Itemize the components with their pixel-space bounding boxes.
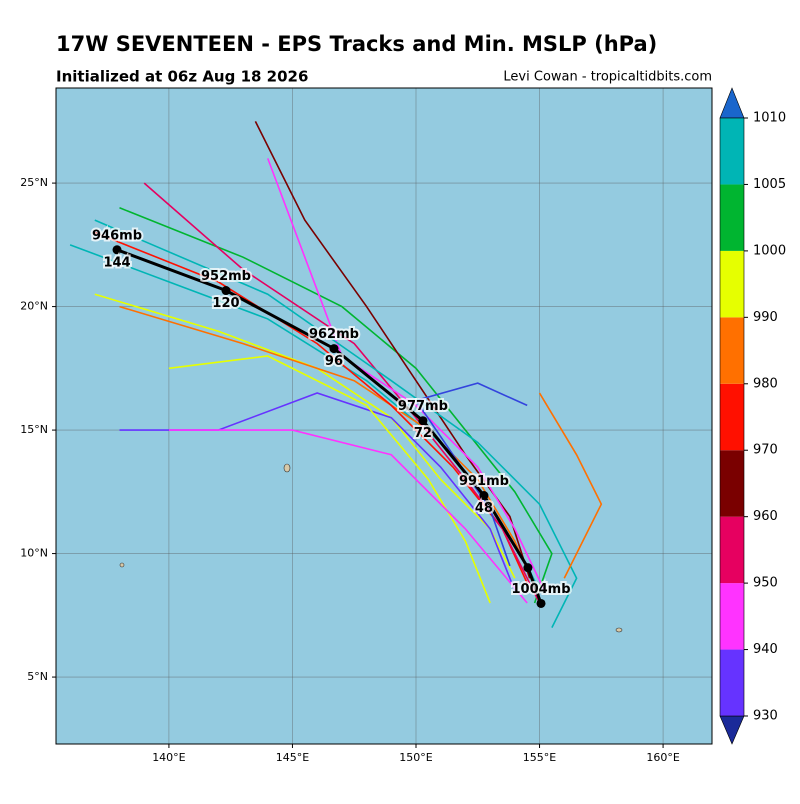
x-tick-label: 145°E — [276, 751, 309, 764]
mean-track-point — [112, 245, 122, 255]
pressure-label: 991mb — [459, 474, 509, 489]
colorbar-under — [719, 715, 745, 745]
island — [615, 627, 623, 633]
colorbar-over — [719, 87, 745, 119]
colorbar-band — [720, 118, 744, 185]
x-tick-label: 160°E — [646, 751, 679, 764]
colorbar-label: 1005 — [753, 177, 786, 192]
ensemble-track — [119, 207, 553, 604]
ensemble-track — [254, 120, 531, 579]
colorbar-band — [720, 250, 744, 318]
colorbar-band — [720, 450, 744, 517]
y-tick-label: 25°N — [20, 176, 48, 189]
x-tick-label: 140°E — [152, 751, 185, 764]
x-tick-label: 150°E — [399, 751, 432, 764]
title: 17W SEVENTEEN - EPS Tracks and Min. MSLP… — [56, 32, 657, 56]
pressure-label: 962mb — [309, 327, 359, 342]
ensemble-track — [119, 305, 541, 599]
colorbar-band — [720, 317, 744, 384]
mean-track-point — [479, 491, 489, 501]
pressure-label: 946mb — [92, 228, 142, 243]
pressure-label: 1004mb — [511, 582, 570, 597]
mean-track-point — [221, 286, 231, 296]
hour-label: 120 — [212, 296, 239, 311]
island — [119, 562, 125, 568]
y-tick-label: 5°N — [27, 670, 48, 683]
colorbar-band — [720, 583, 744, 650]
colorbar-band — [720, 383, 744, 451]
colorbar-label: 930 — [753, 709, 778, 724]
y-tick-label: 20°N — [20, 300, 48, 313]
ensemble-track — [94, 219, 578, 629]
ensemble-track — [168, 429, 528, 604]
map-frame — [55, 87, 713, 745]
colorbar-band — [720, 516, 744, 584]
pressure-label: 977mb — [398, 399, 448, 414]
credit: Levi Cowan - tropicaltidbits.com — [503, 70, 712, 85]
pressure-label: 952mb — [201, 269, 251, 284]
ensemble-track — [143, 182, 541, 604]
hour-label: 144 — [103, 255, 130, 270]
colorbar-label: 990 — [753, 310, 778, 325]
colorbar-band — [720, 184, 744, 251]
colorbar-label: 940 — [753, 642, 778, 657]
colorbar-label: 950 — [753, 576, 778, 591]
colorbar-label: 980 — [753, 376, 778, 391]
hour-label: 72 — [414, 426, 432, 441]
colorbar: 930 940 950 960 970 980 990 1000 1005 1010 — [719, 87, 786, 745]
colorbar-frame — [719, 117, 745, 717]
hour-label: 96 — [325, 354, 343, 369]
ensemble-track — [538, 392, 603, 579]
ensemble-track — [414, 382, 528, 567]
x-tick-label: 155°E — [523, 751, 556, 764]
ensemble-track — [266, 158, 546, 591]
colorbar-band — [720, 649, 744, 716]
ensemble-track — [168, 355, 491, 604]
y-tick-label: 15°N — [20, 423, 48, 436]
mean-track-point — [418, 416, 428, 426]
hour-label: 48 — [475, 501, 493, 516]
y-tick-label: 10°N — [20, 547, 48, 560]
colorbar-label: 960 — [753, 509, 778, 524]
island — [283, 463, 291, 473]
colorbar-label: 1010 — [753, 111, 786, 126]
colorbar-label: 1000 — [753, 243, 786, 258]
mean-track-point — [523, 563, 533, 573]
mean-track-point — [536, 598, 546, 608]
subtitle: Initialized at 06z Aug 18 2026 — [56, 68, 308, 86]
colorbar-label: 970 — [753, 443, 778, 458]
mean-track-point — [329, 344, 339, 354]
map-layer: 1004mb 991mb 48 977mb 72 962mb 96 952mb 120 946mb… — [56, 88, 712, 744]
